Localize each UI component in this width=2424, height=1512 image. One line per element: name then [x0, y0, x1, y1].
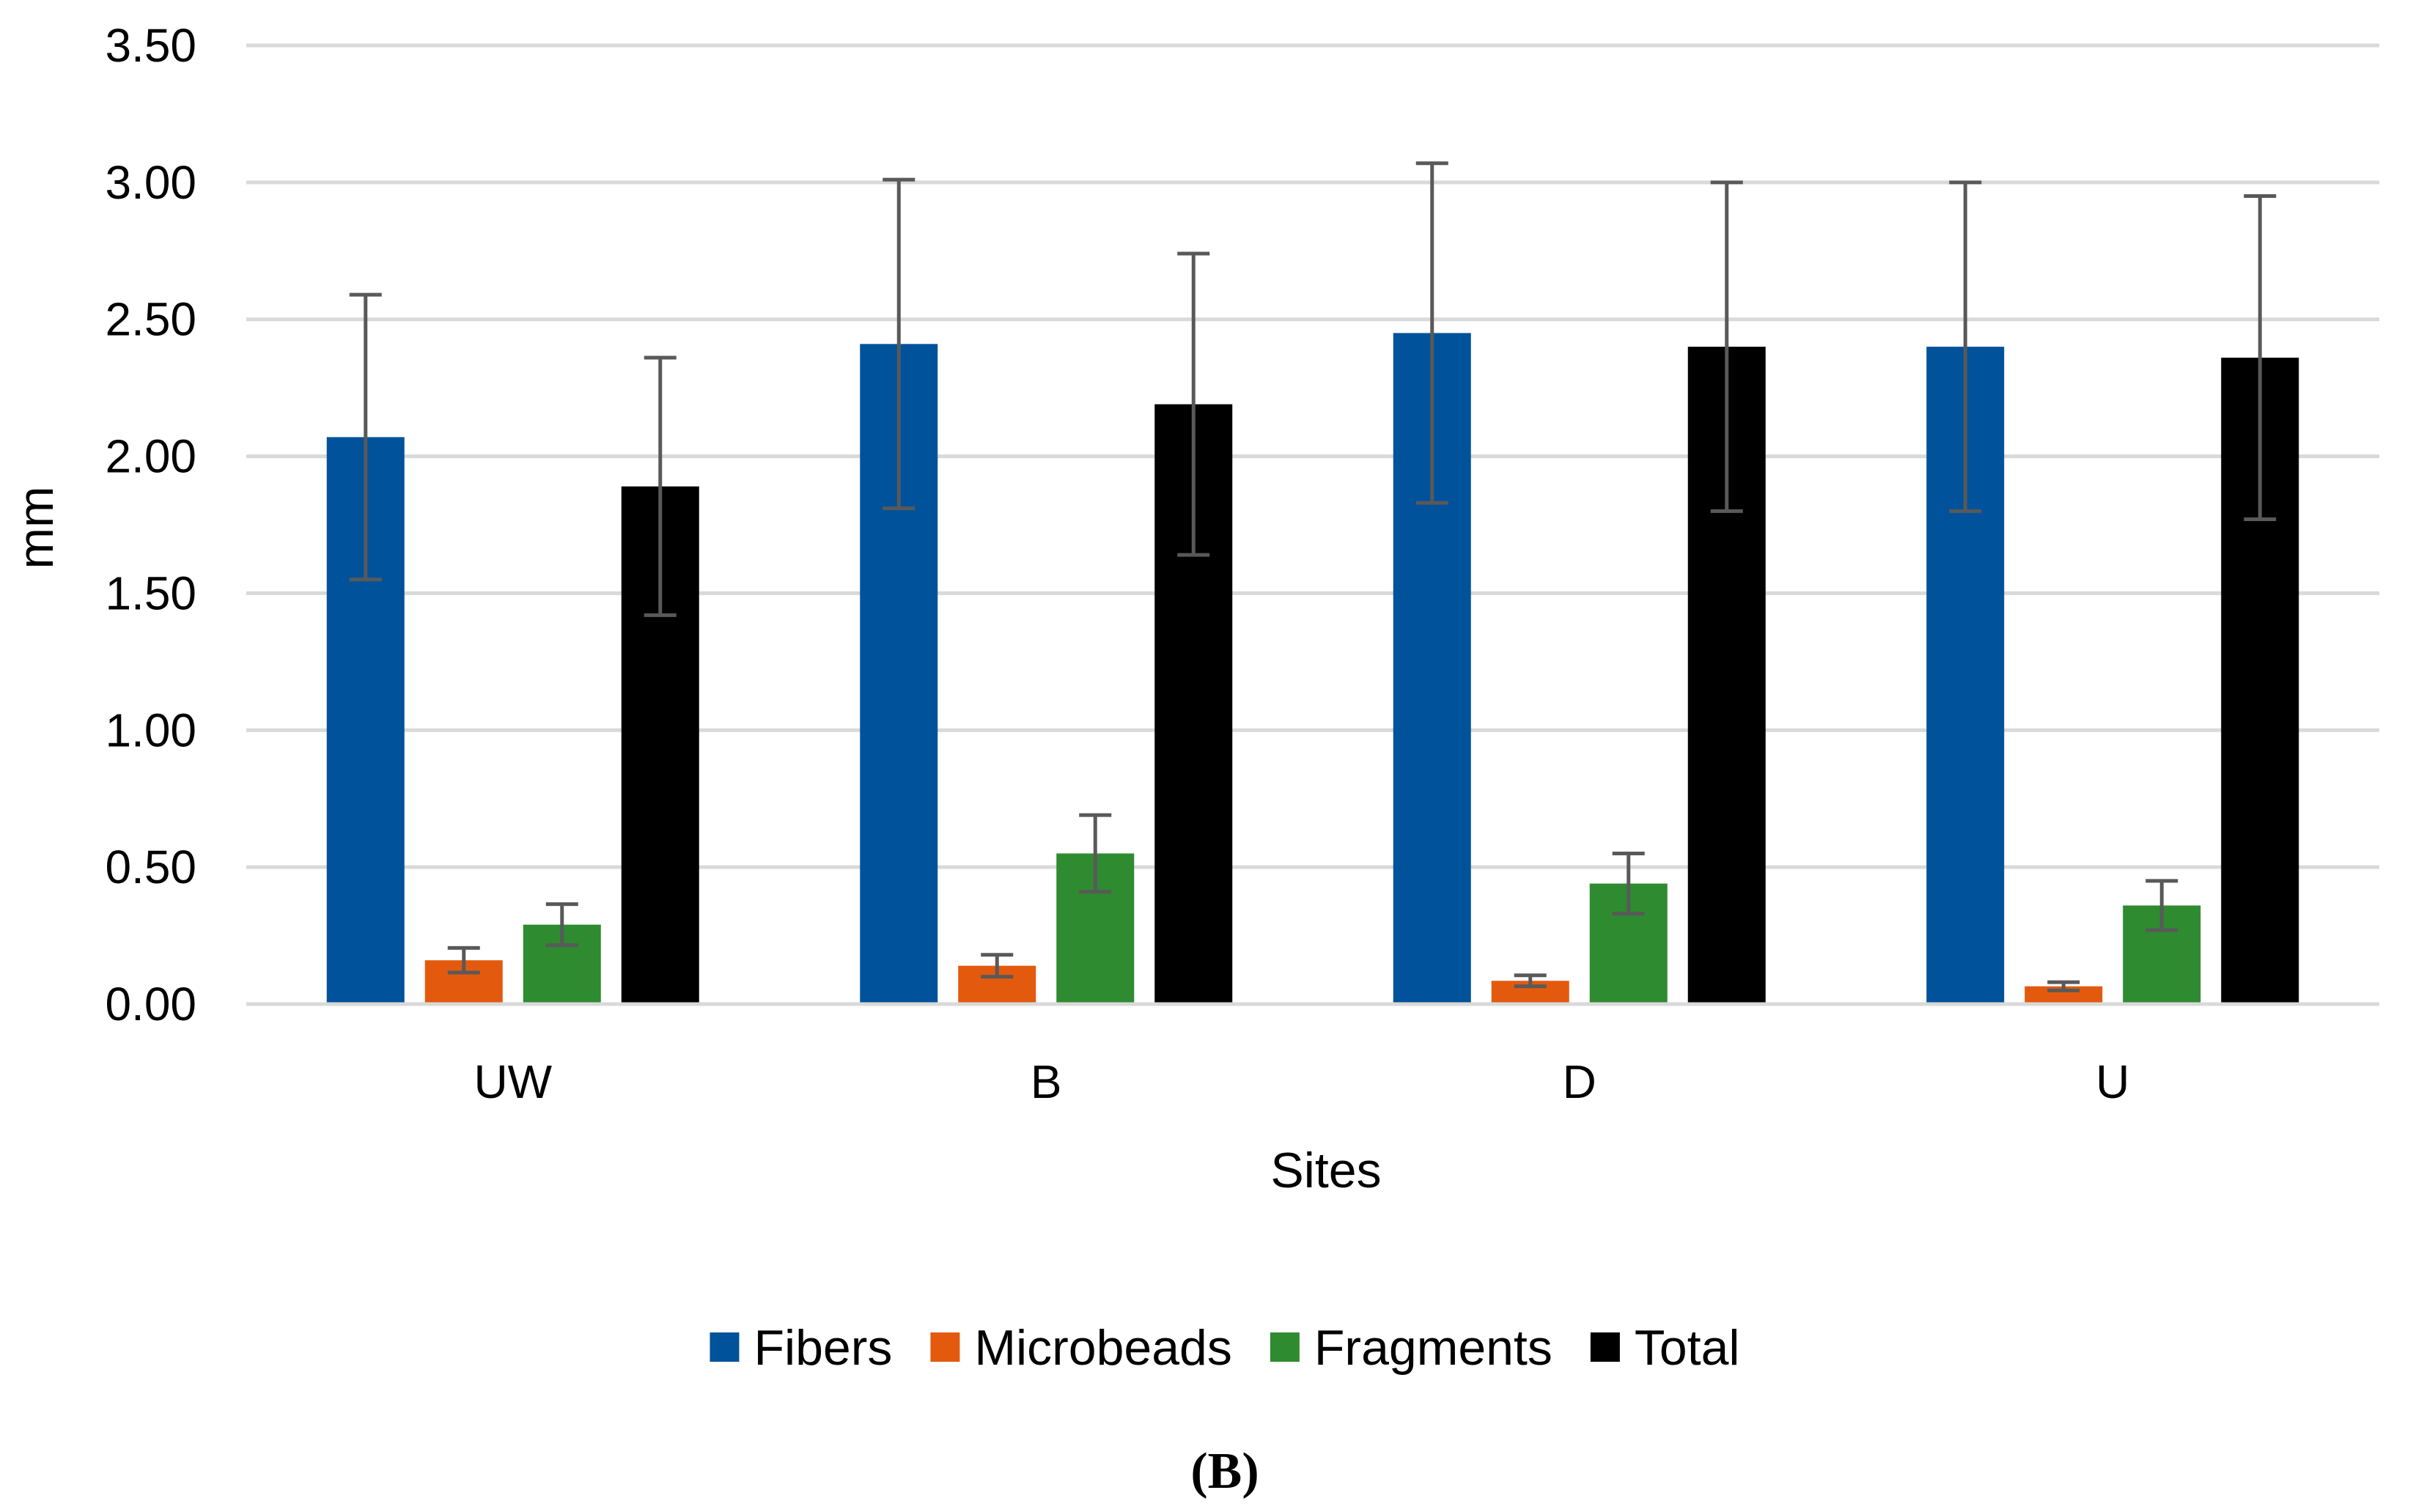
error-bar-fibers	[1415, 161, 1448, 505]
error-bar-total	[2244, 194, 2277, 522]
y-tick-label: 1.50	[105, 567, 196, 619]
legend-label: Fragments	[1314, 1320, 1552, 1376]
y-tick-label: 3.00	[105, 156, 196, 209]
legend-swatch	[1270, 1332, 1300, 1362]
y-tick-label: 0.50	[105, 841, 196, 893]
y-tick-label: 2.00	[105, 430, 196, 483]
panel-label: (B)	[1190, 1443, 1259, 1500]
x-axis-title: Sites	[1270, 1143, 1381, 1198]
error-bar-fibers	[1949, 180, 1982, 513]
legend-swatch	[710, 1332, 740, 1362]
bars	[326, 333, 2299, 1005]
error-bar-microbeads	[447, 945, 480, 975]
x-tick-label: D	[1563, 1055, 1596, 1108]
error-bar-fibers	[883, 177, 916, 511]
legend-item-total: Total	[1590, 1320, 1740, 1376]
legend-item-microbeads: Microbeads	[930, 1320, 1232, 1376]
legend-label: Microbeads	[974, 1320, 1232, 1376]
error-bar-fragments	[2145, 879, 2178, 932]
legend: Fibers Microbeads Fragments Total	[710, 1320, 1740, 1376]
y-axis-ticks: 0.00 0.50 1.00 1.50 2.00 2.50 3.00 3.50	[105, 19, 196, 1030]
legend-label: Fibers	[754, 1320, 892, 1376]
x-tick-label: UW	[474, 1055, 552, 1108]
error-bar-microbeads	[1514, 973, 1547, 989]
error-bar-fragments	[1612, 851, 1645, 916]
x-tick-label: B	[1031, 1055, 1062, 1108]
error-bar-fragments	[1079, 813, 1112, 894]
error-bar-microbeads	[981, 953, 1014, 979]
error-bar-total	[1710, 180, 1743, 513]
legend-item-fibers: Fibers	[710, 1320, 892, 1376]
y-tick-label: 1.00	[105, 704, 196, 756]
x-tick-label: U	[2096, 1055, 2129, 1108]
legend-item-fragments: Fragments	[1270, 1320, 1552, 1376]
error-bar-total	[644, 355, 677, 617]
y-tick-label: 0.00	[105, 978, 196, 1030]
y-axis-title: mm	[8, 486, 64, 569]
legend-swatch	[930, 1332, 960, 1362]
error-bar-total	[1177, 251, 1210, 557]
legend-swatch	[1590, 1332, 1620, 1362]
x-axis-ticks: UW B D U	[246, 1002, 2379, 1108]
error-bar-fragments	[545, 902, 578, 948]
y-tick-label: 2.50	[105, 293, 196, 346]
error-bar-microbeads	[2047, 980, 2080, 992]
legend-label: Total	[1635, 1320, 1740, 1376]
y-tick-label: 3.50	[105, 19, 196, 72]
error-bars	[349, 161, 2277, 992]
error-bar-fibers	[349, 292, 382, 582]
gridlines	[246, 43, 2379, 1006]
